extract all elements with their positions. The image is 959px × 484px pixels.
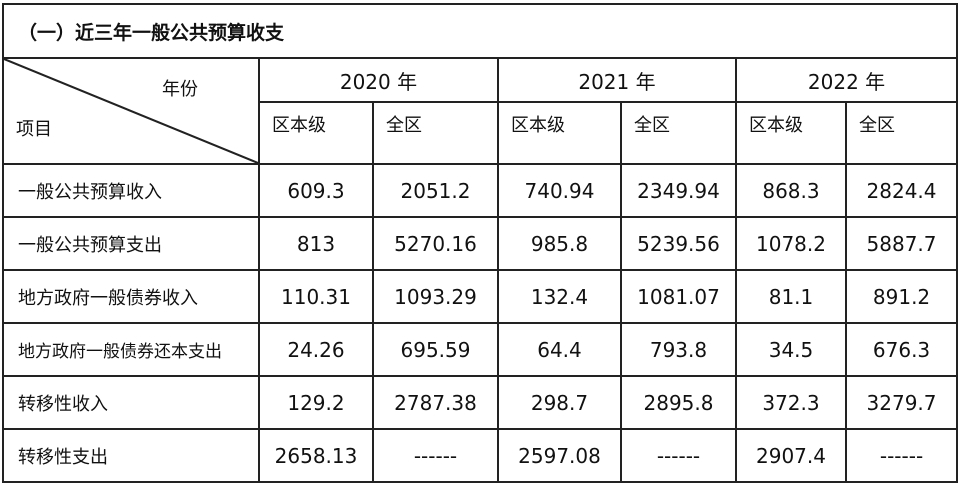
table-row: 地方政府一般债券还本支出 24.26 695.59 64.4 793.8 34.5 676.… xyxy=(2,322,959,377)
value-cell: ------ xyxy=(372,428,499,483)
value-cell: 676.3 xyxy=(844,322,959,377)
diagonal-divider xyxy=(4,59,258,163)
year-corner-label: 年份 xyxy=(162,79,198,100)
table-row: 转移性支出 2658.13 ------ 2597.08 ------ 2907.4 ---… xyxy=(2,428,959,483)
value-cell: 110.31 xyxy=(258,269,374,324)
row-label: 转移性收入 xyxy=(2,375,260,430)
value-cell: 2597.08 xyxy=(497,428,622,483)
value-cell: 24.26 xyxy=(258,322,374,377)
value-cell: 2824.4 xyxy=(844,163,959,218)
subheader-whole-district: 全区 xyxy=(844,101,959,165)
year-header-2021: 2021 年 xyxy=(497,57,737,103)
value-cell: 740.94 xyxy=(497,163,622,218)
value-cell: 64.4 xyxy=(497,322,622,377)
subheader-district-level: 区本级 xyxy=(258,101,374,165)
value-cell: 5239.56 xyxy=(620,216,737,271)
table-row: 地方政府一般债券收入 110.31 1093.29 132.4 1081.07 81.1 8… xyxy=(2,269,959,324)
value-cell: ------ xyxy=(844,428,959,483)
row-label: 转移性支出 xyxy=(2,428,260,483)
table-row: 转移性收入 129.2 2787.38 298.7 2895.8 372.3 3279.7 xyxy=(2,375,959,430)
value-cell: 1078.2 xyxy=(735,216,847,271)
value-cell: 793.8 xyxy=(620,322,737,377)
budget-table: （一）近三年一般公共预算收支 年份 项目 2020 年 2021 年 2022 … xyxy=(1,3,959,483)
value-cell: 129.2 xyxy=(258,375,374,430)
subheader-district-level: 区本级 xyxy=(497,101,622,165)
value-cell: 298.7 xyxy=(497,375,622,430)
subheader-whole-district: 全区 xyxy=(620,101,737,165)
value-cell: ------ xyxy=(620,428,737,483)
value-cell: 2349.94 xyxy=(620,163,737,218)
value-cell: 81.1 xyxy=(735,269,847,324)
subheader-district-level: 区本级 xyxy=(735,101,847,165)
value-cell: 695.59 xyxy=(372,322,499,377)
value-cell: 132.4 xyxy=(497,269,622,324)
value-cell: 2787.38 xyxy=(372,375,499,430)
corner-header-cell: 年份 项目 xyxy=(2,57,260,165)
value-cell: 2051.2 xyxy=(372,163,499,218)
value-cell: 891.2 xyxy=(844,269,959,324)
table-row: 一般公共预算支出 813 5270.16 985.8 5239.56 1078.2 5887… xyxy=(2,216,959,271)
value-cell: 868.3 xyxy=(735,163,847,218)
row-label: 地方政府一般债券还本支出 xyxy=(2,322,260,377)
value-cell: 985.8 xyxy=(497,216,622,271)
value-cell: 5270.16 xyxy=(372,216,499,271)
table-title: （一）近三年一般公共预算收支 xyxy=(1,3,959,59)
value-cell: 5887.7 xyxy=(844,216,959,271)
value-cell: 2895.8 xyxy=(620,375,737,430)
row-label: 地方政府一般债券收入 xyxy=(2,269,260,324)
row-label: 一般公共预算收入 xyxy=(2,163,260,218)
value-cell: 2658.13 xyxy=(258,428,374,483)
subheader-whole-district: 全区 xyxy=(372,101,499,165)
value-cell: 3279.7 xyxy=(844,375,959,430)
value-cell: 34.5 xyxy=(735,322,847,377)
value-cell: 1093.29 xyxy=(372,269,499,324)
value-cell: 609.3 xyxy=(258,163,374,218)
year-header-2022: 2022 年 xyxy=(734,57,959,103)
year-header-2020: 2020 年 xyxy=(258,57,499,103)
row-label: 一般公共预算支出 xyxy=(2,216,260,271)
table-row: 一般公共预算收入 609.3 2051.2 740.94 2349.94 868.3 282… xyxy=(2,163,959,218)
value-cell: 813 xyxy=(258,216,374,271)
value-cell: 2907.4 xyxy=(735,428,847,483)
item-corner-label: 项目 xyxy=(16,119,52,140)
value-cell: 372.3 xyxy=(735,375,847,430)
value-cell: 1081.07 xyxy=(620,269,737,324)
